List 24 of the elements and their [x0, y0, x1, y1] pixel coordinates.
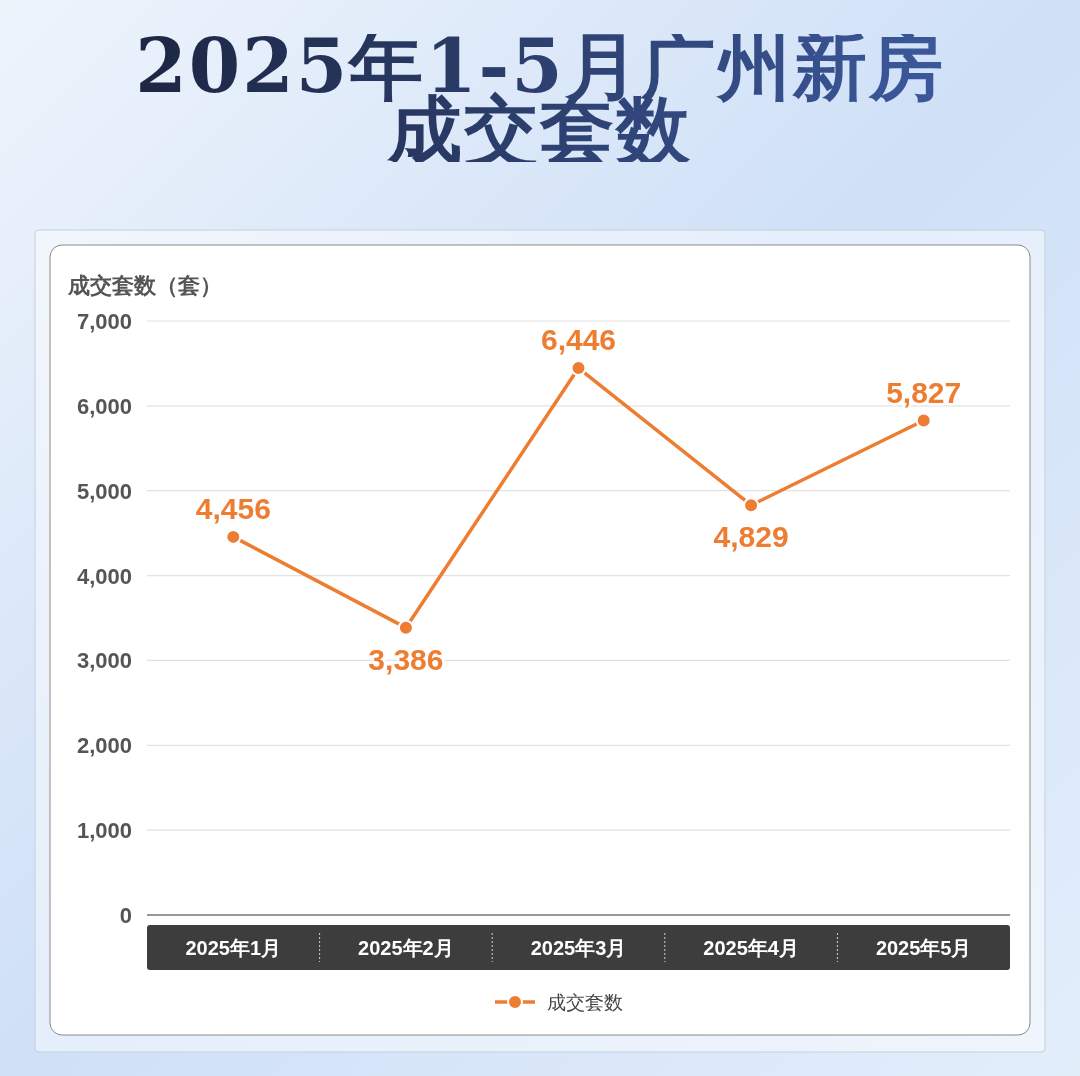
point — [743, 497, 760, 514]
legend-label: 成交套数 — [547, 992, 623, 1013]
y-tick-label: 7,000 — [76, 309, 132, 334]
x-tick-label: 2025年3月 — [530, 937, 627, 959]
data-label: 6,446 — [540, 323, 617, 357]
point — [915, 412, 932, 429]
data-label: 4,456 — [195, 491, 271, 525]
point — [397, 619, 414, 636]
y-tick-label: 0 — [119, 903, 132, 928]
y-tick-label: 4,000 — [76, 563, 132, 589]
y-tick-label: 3,000 — [76, 648, 132, 674]
y-tick-label: 1,000 — [76, 818, 132, 844]
data-label: 5,827 — [886, 375, 962, 409]
x-tick-label: 2025年2月 — [358, 937, 454, 959]
point — [570, 360, 587, 377]
y-tick-label: 5,000 — [76, 478, 132, 504]
x-tick-label: 2025年5月 — [875, 937, 972, 959]
data-label: 4,829 — [713, 520, 789, 554]
y-tick-label: 6,000 — [76, 393, 132, 419]
y-tick-label: 2,000 — [76, 733, 132, 759]
x-tick-label: 2025年1月 — [185, 937, 282, 959]
y-axis-title: 成交套数（套） — [67, 273, 222, 298]
data-label: 3,386 — [368, 642, 444, 676]
x-tick-label: 2025年4月 — [703, 937, 799, 959]
